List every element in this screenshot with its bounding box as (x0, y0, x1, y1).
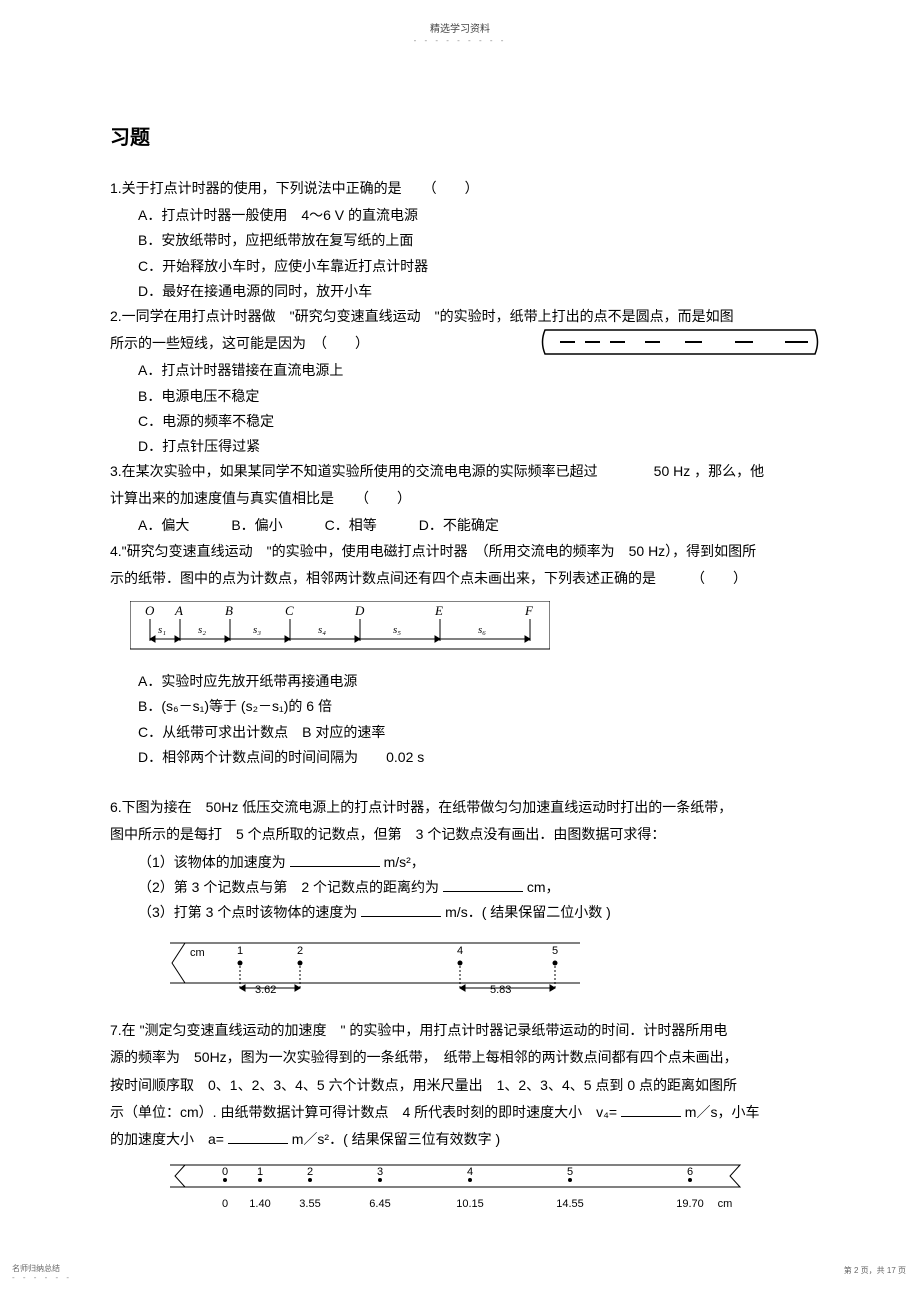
blank-5 (228, 1130, 288, 1144)
q6-tape-svg: cm 1 2 4 5 (170, 940, 590, 995)
q6-l2b: cm， (527, 879, 560, 895)
q6-tape-figure: cm 1 2 4 5 (170, 940, 810, 1003)
t3-v5: 14.55 (556, 1198, 584, 1210)
pt-D: D (354, 603, 365, 618)
s1: s₁ (158, 624, 166, 636)
s4: s₄ (318, 624, 326, 636)
pt-O: O (145, 603, 155, 618)
q2-opt-b: B．电源电压不稳定 (110, 384, 810, 409)
blank-4 (621, 1103, 681, 1117)
t3-v2: 3.55 (299, 1198, 320, 1210)
document-body: 习题 1.关于打点计时器的使用，下列说法中正确的是 （ ） A．打点计时器一般使… (110, 120, 810, 1235)
blank-3 (361, 903, 441, 917)
header-title: 精选学习资料 (414, 24, 507, 36)
q6-l3b: m/s．( 结果保留二位小数 ) (445, 904, 611, 920)
q6-l2a: （2）第 3 个记数点与第 2 个记数点的距离约为 (138, 879, 439, 895)
q4-opt-c: C．从纸带可求出计数点 B 对应的速率 (110, 720, 810, 745)
header-dashes: - - - - - - - - - (414, 36, 507, 46)
q1-opt-a: A．打点计时器一般使用 4～6 V 的直流电源 (110, 203, 810, 228)
t2-p5: 5 (552, 945, 558, 957)
q6-sub1: （1）该物体的加速度为 m/s²， (110, 850, 810, 875)
q7-stem1: 7.在 "测定匀变速直线运动的加速度 " 的实验中，用打点计时器记录纸带运动的时… (110, 1018, 810, 1043)
t2-p2: 2 (297, 945, 303, 957)
t3-unit: cm (718, 1198, 733, 1210)
footer-left-text: 名师归纳总结 (12, 1264, 72, 1274)
q3-stem1: 3.在某次实验中，如果某同学不知道实验所使用的交流电电源的实际频率已超过 50 … (110, 459, 810, 484)
blank-1 (290, 853, 380, 867)
page-header: 精选学习资料 - - - - - - - - - (414, 24, 507, 46)
t3-v3: 6.45 (369, 1198, 390, 1210)
t2-d1: 3.62 (255, 984, 276, 995)
t2-p1: 1 (237, 945, 243, 957)
q4-tape-svg: O A B C D E F (130, 601, 550, 651)
q7-s5b: m／s²．( 结果保留三位有效数字 ) (292, 1131, 500, 1147)
q1-opt-d: D．最好在接通电源的同时，放开小车 (110, 279, 810, 304)
t3-v4: 10.15 (456, 1198, 484, 1210)
t3-p3: 3 (377, 1166, 383, 1178)
q4-opt-a: A．实验时应先放开纸带再接通电源 (110, 669, 810, 694)
pt-B: B (225, 603, 233, 618)
q6-sub2: （2）第 3 个记数点与第 2 个记数点的距离约为 cm， (110, 875, 810, 900)
t2-d2: 5.83 (490, 984, 511, 995)
q7-s5a: 的加速度大小 a= (110, 1131, 224, 1147)
t3-p0: 0 (222, 1166, 228, 1178)
q6-stem2: 图中所示的是每打 5 个点所取的记数点，但第 3 个记数点没有画出．由图数据可求… (110, 822, 810, 847)
s6: s₆ (478, 624, 486, 636)
pt-C: C (285, 603, 294, 618)
t3-p4: 4 (467, 1166, 473, 1178)
q2-tape-figure (540, 326, 820, 366)
q7-s4b: m／s，小车 (685, 1104, 760, 1120)
q2-opt-d: D．打点针压得过紧 (110, 434, 810, 459)
t3-p2: 2 (307, 1166, 313, 1178)
footer-dashes: - - - - - - (12, 1273, 72, 1283)
q4-stem2: 示的纸带．图中的点为计数点，相邻两计数点间还有四个点未画出来，下列表述正确的是 … (110, 566, 810, 591)
q6-sub3: （3）打第 3 个点时该物体的速度为 m/s．( 结果保留二位小数 ) (110, 900, 810, 925)
t3-v0: 0 (222, 1198, 228, 1210)
q7-stem5: 的加速度大小 a= m／s²．( 结果保留三位有效数字 ) (110, 1127, 810, 1152)
dash-tape-svg (540, 326, 820, 358)
q3-stem2: 计算出来的加速度值与真实值相比是 （ ） (110, 486, 810, 511)
q7-tape-svg: 0 1 2 3 4 5 6 0 1.40 3.55 6.45 10.15 14.… (170, 1162, 750, 1217)
s2: s₂ (198, 624, 206, 636)
q6-stem1: 6.下图为接在 50Hz 低压交流电源上的打点计时器，在纸带做匀匀加速直线运动时… (110, 795, 810, 820)
t3-p5: 5 (567, 1166, 573, 1178)
q6-l3a: （3）打第 3 个点时该物体的速度为 (138, 904, 357, 920)
s3: s₃ (253, 624, 261, 636)
t3-v1: 1.40 (249, 1198, 270, 1210)
q4-opt-b: B．(s₆－s₁)等于 (s₂－s₁)的 6 倍 (110, 694, 810, 719)
q1-stem: 1.关于打点计时器的使用，下列说法中正确的是 （ ） (110, 176, 810, 201)
q4-opt-d: D．相邻两个计数点间的时间间隔为 0.02 s (110, 745, 810, 770)
t2-p4: 4 (457, 945, 463, 957)
q6-l1b: m/s²， (384, 854, 425, 870)
q4-tape-figure: O A B C D E F (130, 601, 810, 659)
q1-opt-c: C．开始释放小车时，应使小车靠近打点计时器 (110, 254, 810, 279)
q6-l1a: （1）该物体的加速度为 (138, 854, 286, 870)
q2-opt-c: C．电源的频率不稳定 (110, 409, 810, 434)
q7-stem2: 源的频率为 50Hz，图为一次实验得到的一条纸带， 纸带上每相邻的两计数点间都有… (110, 1045, 810, 1070)
q3-opts: A．偏大 B．偏小 C．相等 D．不能确定 (110, 513, 810, 538)
t3-v6: 19.70 (676, 1198, 704, 1210)
main-heading: 习题 (110, 120, 810, 156)
pt-F: F (524, 603, 534, 618)
q7-stem4: 示（单位：cm）. 由纸带数据计算可得计数点 4 所代表时刻的即时速度大小 v₄… (110, 1100, 810, 1125)
q7-s4a: 示（单位：cm）. 由纸带数据计算可得计数点 4 所代表时刻的即时速度大小 v₄… (110, 1104, 617, 1120)
q4-stem1: 4."研究匀变速直线运动 "的实验中，使用电磁打点计时器 （所用交流电的频率为 … (110, 539, 810, 564)
q1-opt-b: B．安放纸带时，应把纸带放在复写纸的上面 (110, 228, 810, 253)
q7-tape-figure: 0 1 2 3 4 5 6 0 1.40 3.55 6.45 10.15 14.… (170, 1162, 810, 1225)
pt-E: E (434, 603, 443, 618)
footer-right: 第 2 页，共 17 页 (844, 1264, 906, 1278)
footer-left: 名师归纳总结 - - - - - - (12, 1264, 72, 1283)
s5: s₅ (393, 624, 401, 636)
pt-A: A (174, 603, 183, 618)
t3-p1: 1 (257, 1166, 263, 1178)
t2-unit: cm (190, 947, 205, 959)
t3-p6: 6 (687, 1166, 693, 1178)
q7-stem3: 按时间顺序取 0、1、2、3、4、5 六个计数点，用米尺量出 1、2、3、4、5… (110, 1073, 810, 1098)
blank-2 (443, 878, 523, 892)
